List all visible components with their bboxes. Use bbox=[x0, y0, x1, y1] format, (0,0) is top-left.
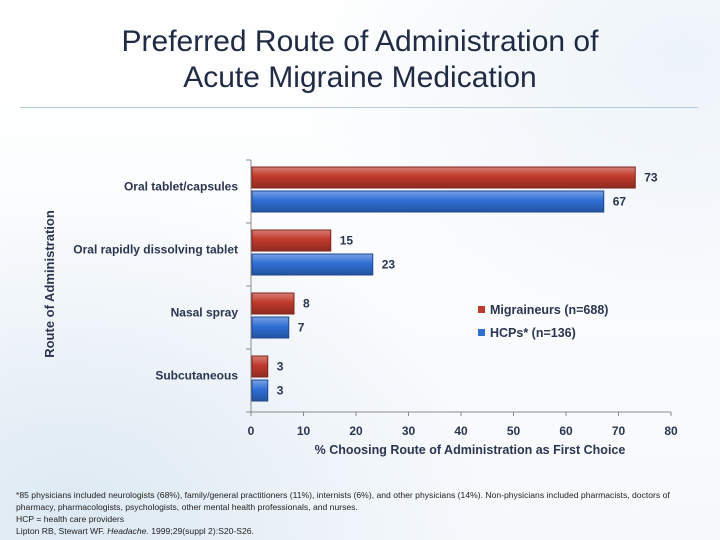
bar-migraineurs bbox=[251, 166, 636, 189]
title-line-1: Preferred Route of Administration of bbox=[121, 25, 599, 58]
bar-migraineurs bbox=[251, 292, 295, 315]
x-tick-label: 80 bbox=[664, 424, 678, 438]
footnote-citation: Lipton RB, Stewart WF. Headache. 1999;29… bbox=[16, 525, 706, 537]
x-tick-label: 60 bbox=[559, 424, 573, 438]
footnote-hcp: HCP = health care providers bbox=[16, 514, 125, 524]
bar-migraineurs bbox=[251, 229, 332, 252]
data-label: 23 bbox=[382, 258, 396, 272]
legend-swatch-migraineurs bbox=[478, 306, 485, 313]
y-axis-title: Route of Administration bbox=[42, 210, 57, 358]
data-label: 8 bbox=[303, 297, 310, 311]
x-axis-title: % Choosing Route of Administration as Fi… bbox=[315, 443, 626, 457]
footnote-physicians: *85 physicians included neurologists (68… bbox=[16, 490, 670, 512]
category-label: Subcutaneous bbox=[155, 369, 238, 383]
legend-label-migraineurs: Migraineurs (n=688) bbox=[490, 303, 608, 317]
bar-hcps bbox=[251, 316, 290, 339]
x-tick-label: 10 bbox=[297, 424, 311, 438]
title-divider bbox=[20, 107, 698, 108]
citation-journal: Headache. bbox=[107, 526, 149, 536]
data-label: 3 bbox=[277, 384, 284, 398]
x-tick-label: 50 bbox=[507, 424, 521, 438]
data-label: 15 bbox=[340, 234, 354, 248]
x-tick-label: 20 bbox=[349, 424, 363, 438]
bar-hcps bbox=[251, 190, 605, 213]
citation-rest: 1999;29(suppl 2):S20-S26. bbox=[148, 526, 254, 536]
data-label: 7 bbox=[298, 321, 305, 335]
data-label: 3 bbox=[277, 360, 284, 374]
category-label: Nasal spray bbox=[171, 306, 239, 320]
category-label: Oral tablet/capsules bbox=[124, 180, 238, 194]
x-tick-label: 0 bbox=[248, 424, 255, 438]
legend-label-hcps: HCPs* (n=136) bbox=[490, 326, 576, 340]
legend-swatch-hcps bbox=[478, 329, 485, 336]
x-tick-label: 40 bbox=[454, 424, 468, 438]
footnote: *85 physicians included neurologists (68… bbox=[16, 489, 706, 537]
title-line-2: Acute Migraine Medication bbox=[183, 61, 537, 94]
x-tick-label: 70 bbox=[612, 424, 626, 438]
bar-hcps bbox=[251, 253, 374, 276]
bar-hcps bbox=[251, 379, 269, 402]
citation-authors: Lipton RB, Stewart WF. bbox=[16, 526, 108, 536]
data-label: 73 bbox=[644, 171, 658, 185]
bar-migraineurs bbox=[251, 355, 269, 378]
x-tick-label: 30 bbox=[402, 424, 416, 438]
page-title: Preferred Route of Administration of Acu… bbox=[0, 24, 720, 96]
data-label: 67 bbox=[613, 195, 627, 209]
category-label: Oral rapidly dissolving tablet bbox=[73, 243, 238, 257]
